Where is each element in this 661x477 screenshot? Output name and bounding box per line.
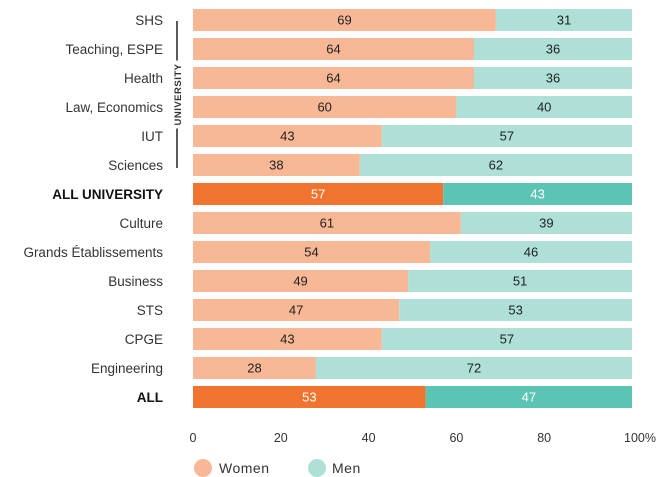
data-label-men: 62 (489, 158, 503, 173)
category-label: ALL (137, 390, 163, 405)
category-label: Engineering (91, 361, 163, 376)
x-tick-label: 0 (190, 431, 197, 445)
category-label: Sciences (108, 158, 163, 173)
bar-women (193, 328, 382, 350)
data-label-women: 60 (317, 100, 331, 115)
data-label-women: 53 (302, 390, 316, 405)
data-label-men: 39 (539, 216, 553, 231)
category-label: IUT (141, 129, 163, 144)
data-label-women: 64 (326, 71, 340, 86)
bar-men (381, 328, 632, 350)
category-label: Business (108, 274, 163, 289)
data-label-men: 53 (508, 303, 522, 318)
bar-women (193, 386, 426, 408)
bar-men (473, 38, 632, 60)
x-tick-label: 40 (362, 431, 376, 445)
data-label-women: 57 (311, 187, 325, 202)
category-label: STS (137, 303, 163, 318)
data-label-women: 38 (269, 158, 283, 173)
data-label-women: 43 (280, 332, 294, 347)
category-label: SHS (135, 13, 163, 28)
legend-swatch-men (308, 459, 326, 477)
bar-women (193, 270, 409, 292)
group-label-university: UNIVERSITY (173, 63, 184, 125)
data-label-men: 46 (524, 245, 538, 260)
legend-label-women: Women (219, 460, 269, 476)
data-label-women: 69 (337, 13, 351, 28)
data-label-men: 40 (537, 100, 551, 115)
bar-men (430, 241, 632, 263)
x-tick-label: 20 (274, 431, 288, 445)
x-tick-label: 100% (624, 431, 656, 445)
bar-men (473, 67, 632, 89)
data-label-men: 43 (530, 187, 544, 202)
data-label-men: 57 (500, 129, 514, 144)
data-label-men: 36 (546, 42, 560, 57)
bar-men (381, 125, 632, 147)
category-label: Health (124, 71, 163, 86)
x-tick-label: 80 (537, 431, 551, 445)
category-label: ALL UNIVERSITY (52, 187, 163, 202)
data-label-women: 64 (326, 42, 340, 57)
bar-men (359, 154, 632, 176)
x-tick-label: 60 (449, 431, 463, 445)
data-label-men: 51 (513, 274, 527, 289)
category-label: Teaching, ESPE (65, 42, 163, 57)
category-label: Grands Établissements (23, 245, 163, 260)
data-label-women: 28 (247, 361, 261, 376)
data-label-women: 54 (304, 245, 318, 260)
bar-men (315, 357, 632, 379)
bar-women (193, 212, 461, 234)
category-label: Law, Economics (65, 100, 163, 115)
bar-women (193, 154, 360, 176)
bar-women (193, 357, 316, 379)
bar-men (408, 270, 632, 292)
bar-women (193, 125, 382, 147)
data-label-women: 47 (289, 303, 303, 318)
data-label-women: 61 (320, 216, 334, 231)
bar-women (193, 299, 400, 321)
bar-women (193, 38, 474, 60)
bar-women (193, 183, 444, 205)
bar-women (193, 67, 474, 89)
data-label-men: 36 (546, 71, 560, 86)
bar-women (193, 9, 496, 31)
bar-men (495, 9, 632, 31)
bar-women (193, 241, 431, 263)
bar-men (460, 212, 632, 234)
legend-label-men: Men (332, 460, 361, 476)
data-label-men: 72 (467, 361, 481, 376)
data-label-women: 49 (293, 274, 307, 289)
legend-swatch-women (194, 459, 212, 477)
category-label: Culture (119, 216, 163, 231)
data-label-women: 43 (280, 129, 294, 144)
bar-men (399, 299, 632, 321)
data-label-men: 31 (557, 13, 571, 28)
bar-men (443, 183, 632, 205)
bar-men (425, 386, 632, 408)
data-label-men: 57 (500, 332, 514, 347)
bar-women (193, 96, 457, 118)
category-label: CPGE (125, 332, 163, 347)
data-label-men: 47 (522, 390, 536, 405)
bar-men (456, 96, 632, 118)
